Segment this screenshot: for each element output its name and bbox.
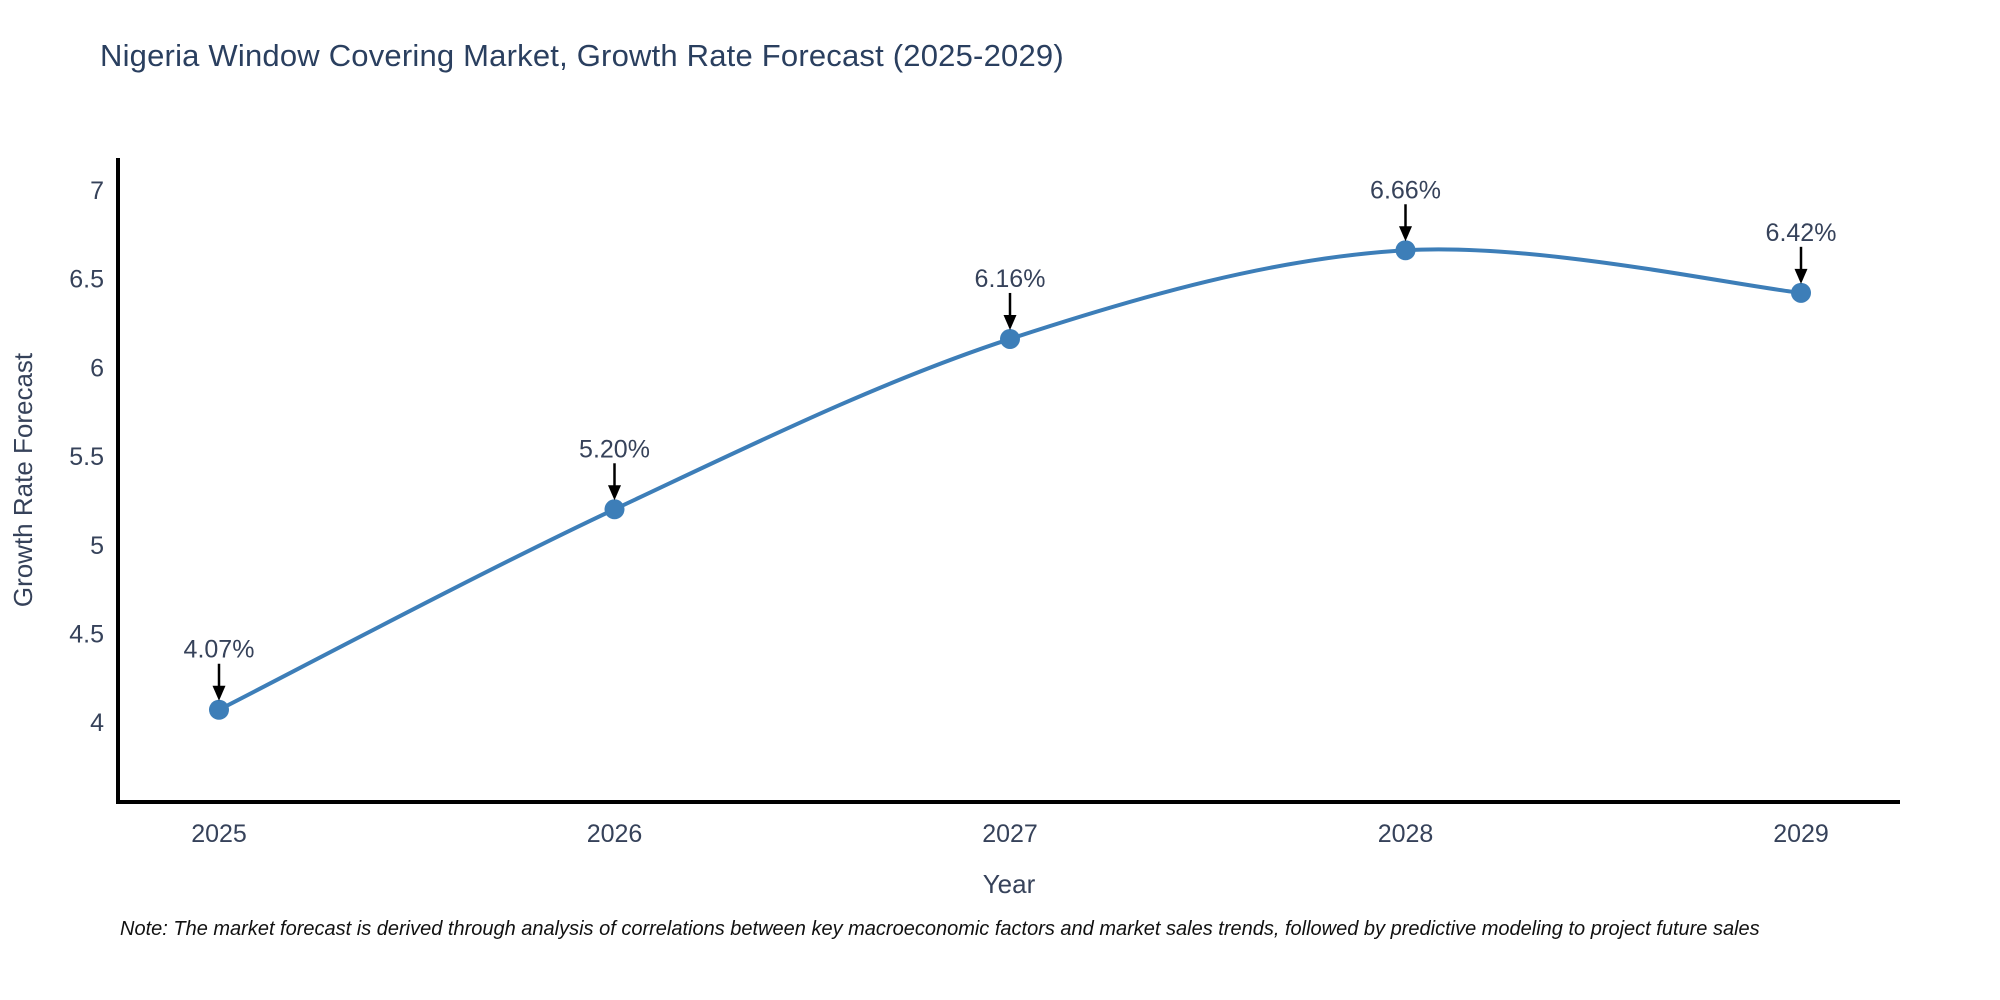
x-tick-label-2029: 2029 [1773, 820, 1829, 848]
data-point-2026 [604, 499, 625, 520]
y-tick-label-5: 5 [90, 532, 104, 560]
annotation-label-2028: 6.66% [1370, 176, 1441, 204]
y-tick-label-4.5: 4.5 [69, 620, 104, 648]
annotation-arrowhead-2026 [608, 485, 621, 501]
x-axis-title: Year [983, 869, 1036, 899]
x-tick-label-2025: 2025 [191, 820, 247, 848]
data-point-2025 [209, 699, 229, 720]
annotation-label-2025: 4.07% [184, 636, 255, 664]
annotation-arrowhead-2025 [212, 685, 226, 701]
annotation-arrowhead-2027 [1003, 314, 1017, 330]
chart-title: Nigeria Window Covering Market, Growth R… [100, 38, 1064, 73]
y-tick-label-6.5: 6.5 [69, 266, 104, 294]
annotation-label-2026: 5.20% [579, 435, 650, 463]
chart-footnote: Note: The market forecast is derived thr… [120, 918, 1760, 940]
x-tick-label-2027: 2027 [982, 820, 1038, 848]
annotation-label-2029: 6.42% [1766, 219, 1837, 247]
data-point-2028 [1395, 240, 1416, 261]
x-tick-label-2026: 2026 [587, 820, 643, 848]
annotation-arrowhead-2028 [1399, 226, 1412, 242]
y-axis-title: Growth Rate Forecast [8, 352, 38, 607]
y-tick-label-7: 7 [90, 177, 104, 205]
x-tick-label-2028: 2028 [1378, 820, 1434, 848]
y-tick-label-6: 6 [90, 354, 104, 382]
data-point-2029 [1791, 282, 1811, 303]
annotation-label-2027: 6.16% [975, 265, 1046, 293]
y-tick-label-5.5: 5.5 [69, 443, 104, 471]
data-point-2027 [1000, 328, 1020, 349]
y-tick-label-4: 4 [90, 709, 104, 737]
annotation-arrowhead-2029 [1794, 268, 1808, 284]
